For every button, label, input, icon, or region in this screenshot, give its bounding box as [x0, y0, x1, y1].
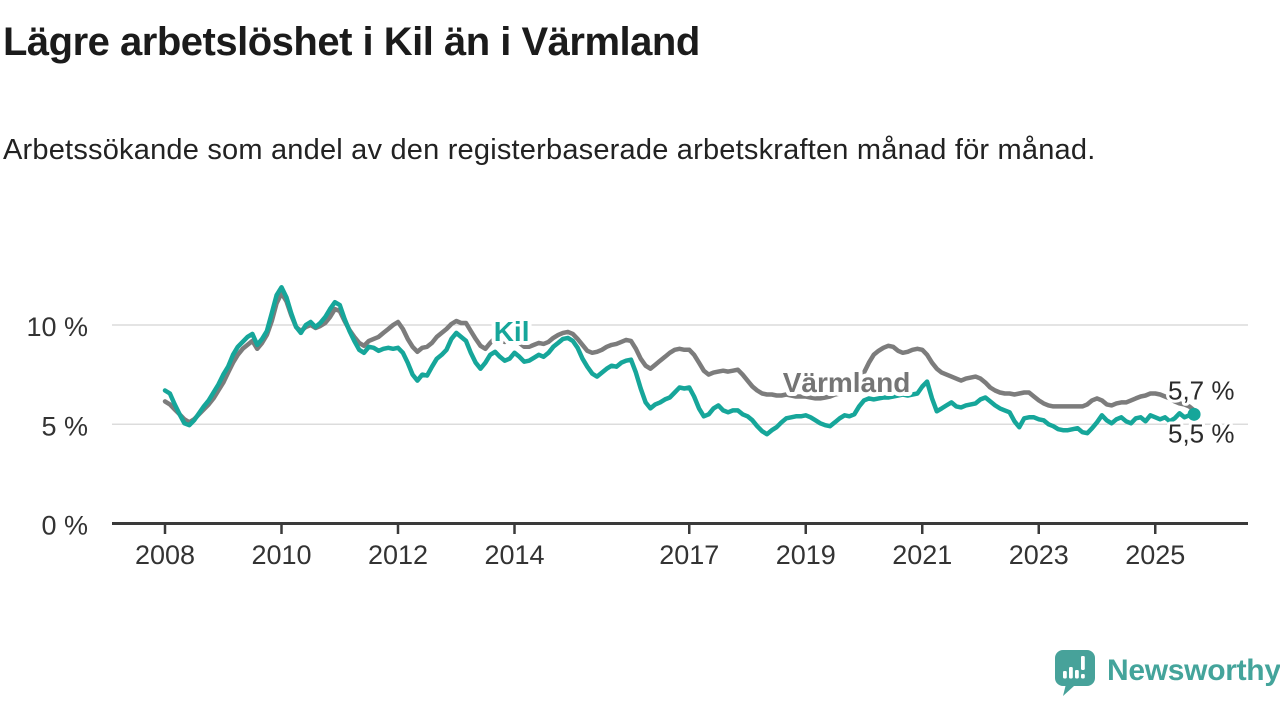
x-tick-label: 2019	[776, 540, 836, 570]
x-tick-label: 2017	[659, 540, 719, 570]
end-value-label-vrmland: 5,7 %	[1168, 375, 1235, 405]
chart-subtitle: Arbetssökande som andel av den registerb…	[3, 134, 1096, 166]
speech-bubble-bar-chart-icon	[1055, 650, 1095, 696]
series-end-dot	[1187, 407, 1201, 421]
series-label-kil: Kil	[494, 316, 530, 347]
x-tick-label: 2012	[368, 540, 428, 570]
x-tick-label: 2008	[135, 540, 195, 570]
newsworthy-wordmark: Newsworthy	[1107, 654, 1280, 687]
x-tick-label: 2021	[892, 540, 952, 570]
x-tick-label: 2023	[1009, 540, 1069, 570]
series-label-vrmland: Värmland	[783, 367, 911, 398]
y-tick-label: 10 %	[26, 312, 88, 342]
x-tick-label: 2025	[1125, 540, 1185, 570]
line-vrmland	[162, 290, 1197, 425]
page-title: Lägre arbetslöshet i Kil än i Värmland	[3, 20, 700, 64]
x-tick-label: 2010	[251, 540, 311, 570]
y-tick-label: 5 %	[41, 411, 88, 441]
x-tick-label: 2014	[484, 540, 544, 570]
newsworthy-logo: Newsworthy	[1055, 650, 1280, 698]
y-tick-label: 0 %	[41, 511, 88, 541]
line-kil	[162, 285, 1197, 437]
end-value-label-kil: 5,5 %	[1168, 418, 1235, 448]
